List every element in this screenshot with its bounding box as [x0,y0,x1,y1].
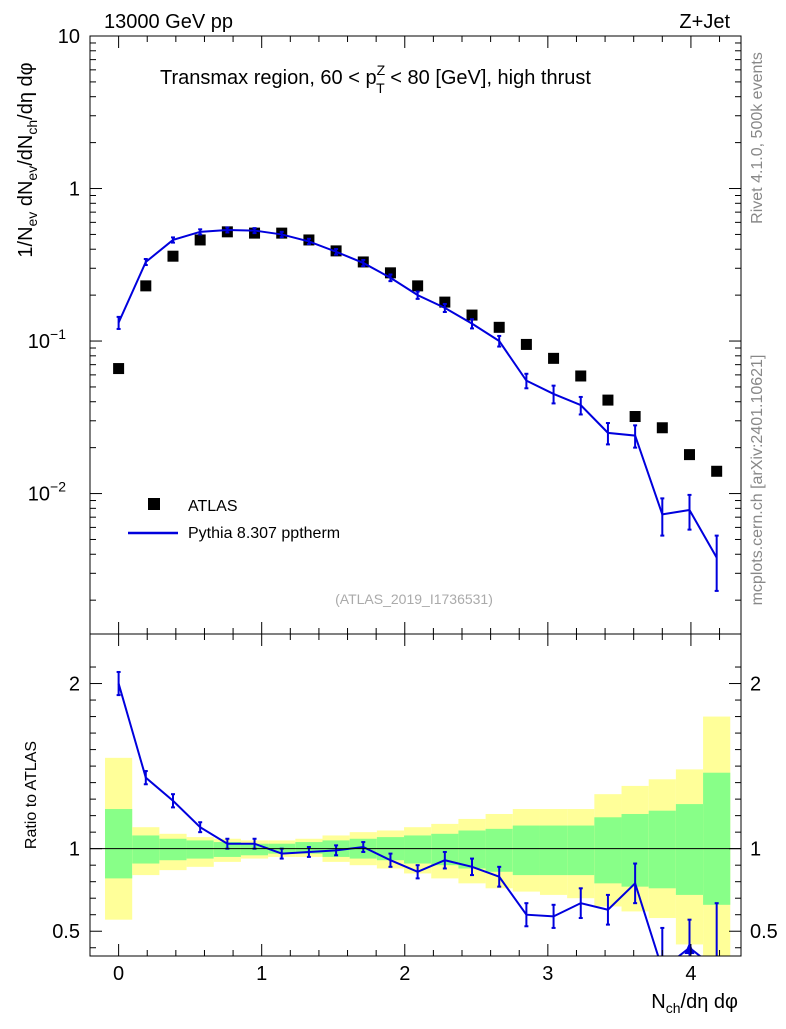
ratio-ytick-label: 1 [69,839,80,861]
atlas-data-point [683,449,695,461]
ratio-band-inner [594,817,622,884]
atlas-data-point [384,267,396,279]
analysis-watermark: (ATLAS_2019_I1736531) [335,591,493,607]
ratio-offscale-marker [684,942,695,954]
ratio-ytick-label-right: 1 [750,839,761,861]
atlas-data-point [656,422,668,434]
main-ytick-label: 10 [58,26,80,48]
main-panel: 10 1 10−1 10−2 Transmax region, 60 < pZ T < … [15,26,742,635]
ratio-band-inner [567,825,595,876]
energy-label: 13000 GeV pp [104,11,233,33]
ratio-band-inner [512,825,540,876]
ratio-ylabel: Ratio to ATLAS [23,741,40,849]
legend: ATLAS Pythia 8.307 pptherm [128,498,340,542]
ratio-xtick-label: 0 [113,963,124,985]
ratio-ytick-label: 2 [69,674,80,696]
mcplots-label: mcplots.cern.ch [arXiv:2401.10621] [749,355,766,606]
process-label: Z+Jet [679,11,730,33]
atlas-data-point [140,280,152,292]
atlas-data-point [412,280,424,292]
atlas-data-point [493,321,505,333]
main-ylabel: 1/Nev dNev/dNch/dη dφ [15,62,40,257]
atlas-data-point [711,465,723,477]
atlas-data-point [575,370,587,382]
legend-mc-label: Pythia 8.307 pptherm [188,525,340,542]
title-suffix: < 80 [GeV], high thrust [385,67,592,89]
title-prefix: Transmax region, 60 < p [160,67,377,89]
ratio-band-inner [648,810,676,889]
ratio-band-inner [703,772,731,905]
atlas-data-point [548,352,560,364]
main-ytick-label: 1 [69,179,80,201]
legend-atlas-label: ATLAS [188,498,238,515]
legend-atlas-marker [148,498,160,510]
ratio-panel: 0.5 0.5 1 1 2 2 0 1 2 3 4 Ratio to ATLAS Nch/dη dφ [23,633,778,1016]
ratio-band-inner [485,828,513,872]
main-ytick-label: 10−2 [28,479,66,506]
main-ytick-label: 10−1 [28,326,66,353]
ratio-frame [89,633,742,957]
ratio-band-inner [159,838,187,861]
ratio-xtick-label: 1 [256,963,267,985]
atlas-data-point [439,296,451,308]
ratio-band-inner [675,804,704,895]
ratio-ytick-label: 0.5 [52,921,80,943]
atlas-data-point [520,338,532,350]
ratio-band-inner [105,809,133,879]
atlas-data-point [466,309,478,321]
ratio-band-inner [539,825,568,876]
main-ytick-exponent: −2 [50,479,66,495]
ratio-xlabel: Nch/dη dφ [651,991,738,1016]
ratio-band-inner [186,840,214,859]
ratio-band-inner [404,835,432,864]
ratio-ytick-label-right: 2 [750,674,761,696]
main-frame [89,35,742,635]
ratio-series-group [116,670,719,956]
ratio-xtick-label: 2 [399,963,410,985]
plot-title: Transmax region, 60 < pZ T < 80 [GeV], hi… [160,62,591,96]
ratio-band-inner [132,835,160,864]
atlas-data-point [194,234,206,246]
ratio-xtick-label: 4 [685,963,696,985]
atlas-data-point [602,394,614,406]
atlas-data-point [167,250,179,262]
title-sup: Z [377,62,386,78]
main-ytick-exponent: −1 [50,326,66,342]
ratio-ytick-label-right: 0.5 [750,921,778,943]
rivet-label: Rivet 4.1.0, 500k events [749,52,766,224]
ratio-xtick-label: 3 [542,963,553,985]
atlas-data-point [113,363,125,375]
title-sub: T [376,80,385,96]
atlas-data-point [629,411,641,423]
